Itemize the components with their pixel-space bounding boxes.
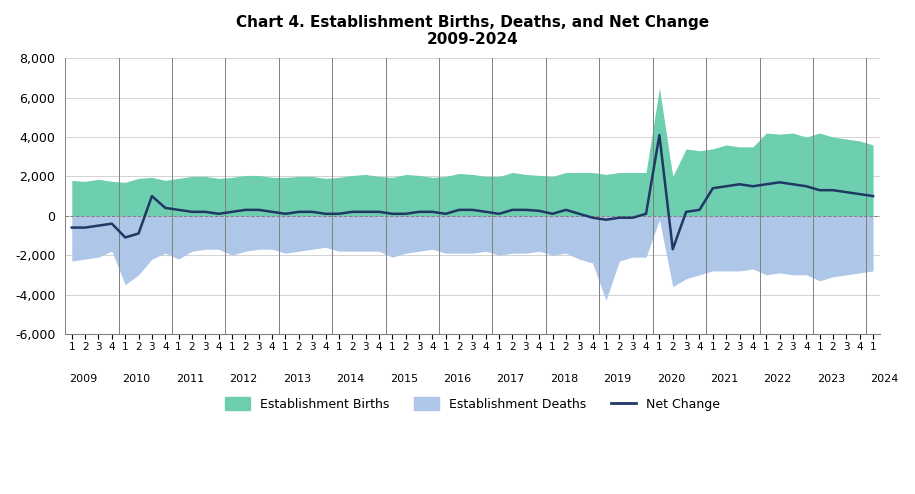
Text: 2021: 2021: [710, 374, 738, 384]
Text: 2020: 2020: [657, 374, 685, 384]
Text: 2022: 2022: [764, 374, 792, 384]
Text: 2017: 2017: [497, 374, 524, 384]
Text: 2013: 2013: [283, 374, 311, 384]
Text: 2016: 2016: [443, 374, 471, 384]
Text: 2012: 2012: [230, 374, 258, 384]
Legend: Establishment Births, Establishment Deaths, Net Change: Establishment Births, Establishment Deat…: [220, 392, 726, 416]
Text: 2015: 2015: [390, 374, 418, 384]
Text: 2009: 2009: [70, 374, 97, 384]
Title: Chart 4. Establishment Births, Deaths, and Net Change
2009-2024: Chart 4. Establishment Births, Deaths, a…: [236, 15, 709, 47]
Text: 2014: 2014: [336, 374, 364, 384]
Text: 2023: 2023: [817, 374, 845, 384]
Text: 2011: 2011: [176, 374, 204, 384]
Text: 2010: 2010: [123, 374, 151, 384]
Text: 2018: 2018: [550, 374, 578, 384]
Text: 2019: 2019: [603, 374, 631, 384]
Text: 2024: 2024: [870, 374, 899, 384]
